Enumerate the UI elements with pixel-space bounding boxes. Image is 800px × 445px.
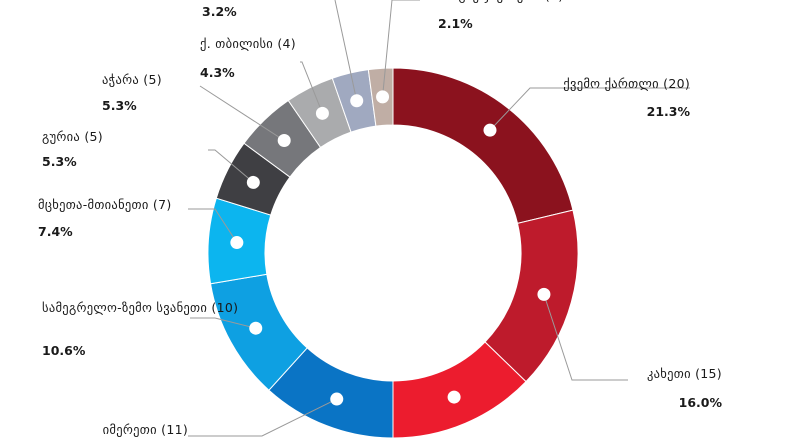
slice-percent-label: 5.3% [42,154,77,169]
slices-group [207,67,579,439]
leader-lines-group [188,0,690,437]
leader-line [543,294,628,381]
slice-percent-label: 21.3% [647,104,691,119]
slice-label: კახეთი (15) [647,366,722,381]
slice-percent-label: 10.6% [42,343,86,358]
slice-marker-dot [249,321,263,335]
donut-slice [392,67,574,224]
slice-label: ქ. თბილისი (4) [200,36,296,51]
slice-marker-dot [483,123,497,137]
leader-line [188,208,238,243]
slice-percent-label: 16.0% [679,395,723,410]
slice-marker-dot [246,175,260,189]
slice-label: გურია (5) [42,129,103,144]
slice-label: აჭარა (5) [102,72,162,87]
leader-line [300,61,323,114]
leader-line [334,0,358,101]
slice-label: სამეგრელო-ზემო სვანეთი (10) [42,300,238,315]
slice-percent-label: 3.2% [202,4,237,19]
leader-line [208,149,254,183]
slice-label: მცხეთა-მთიანეთი (7) [38,197,172,212]
slice-marker-dot [230,236,244,250]
leader-line [190,317,256,329]
slice-percent-label: 5.3% [102,98,137,113]
labels-group: ქვემო ქართლი (20) 21.3% კახეთი (15) 16.0% იმ… [38,0,722,437]
leader-line [382,0,420,97]
slice-marker-dot [537,287,551,301]
slice-percent-label: 7.4% [38,224,73,239]
slice-marker-dot [315,106,329,120]
slice-marker-dot [447,390,461,404]
slice-marker-dot [376,90,390,104]
slice-label: ქვემო ქართლი (20) [563,76,690,91]
slice-marker-dot [350,94,364,108]
leader-line [199,85,285,141]
leader-line [188,398,337,437]
slice-percent-label: 2.1% [438,16,473,31]
leader-line [489,87,690,131]
slice-marker-dot [277,134,291,148]
slice-percent-label: 4.3% [200,65,235,80]
slice-marker-dot [330,392,344,406]
slice-label: იმერეთი (11) [103,422,188,437]
slice-label: სამცხე-ჯავახეთი (2) [438,0,563,3]
